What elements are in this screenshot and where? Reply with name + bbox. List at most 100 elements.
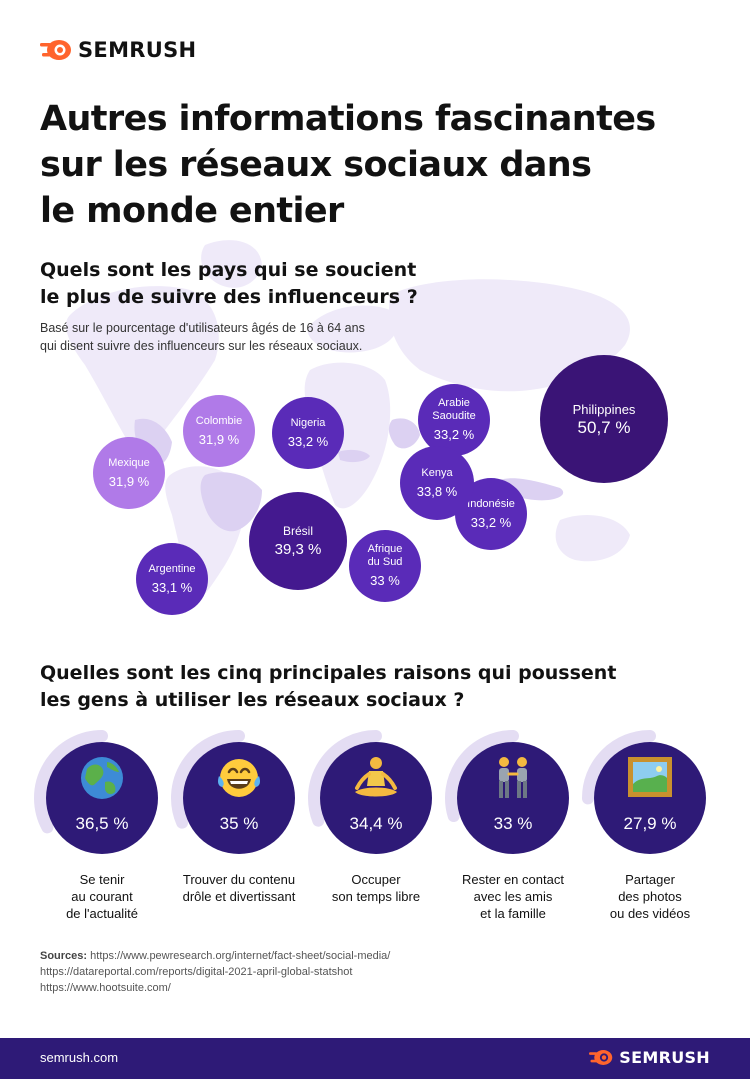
- reason-label: Rester en contact avec les amis et la fa…: [433, 871, 593, 922]
- reason-label: Occuper son temps libre: [296, 871, 456, 905]
- country-name-line: Philippines: [572, 401, 636, 417]
- reason-label-line: ou des vidéos: [609, 906, 691, 921]
- reason-value: 35 %: [219, 814, 259, 833]
- country-name-line: Indonésie: [467, 497, 515, 510]
- influencers-question: Quels sont les pays qui se soucient le p…: [40, 257, 460, 311]
- bubble-country: Kenya: [421, 467, 452, 480]
- reason-label: Partager des photos ou des vidéos: [570, 871, 730, 922]
- reasons-question: Quelles sont les cinq principales raison…: [40, 660, 680, 714]
- bubble-country: Mexique: [108, 457, 150, 470]
- semrush-flame-icon: [589, 1050, 613, 1065]
- sources-label: Sources:: [40, 950, 88, 962]
- framed-picture-icon: [628, 757, 672, 797]
- bubble-country: Colombie: [196, 415, 242, 428]
- bubble-philippines: Philippines 50,7 %: [540, 355, 668, 483]
- reason-value: 36,5 %: [75, 814, 129, 833]
- country-name-line: du Sud: [367, 556, 403, 568]
- influencers-subtitle: Basé sur le pourcentage d'utilisateurs â…: [40, 319, 440, 355]
- reason-value: 34,4 %: [349, 814, 403, 833]
- semrush-wordmark: SEMRUSH: [78, 38, 197, 62]
- reason-label-line: Trouver du contenu: [182, 872, 296, 887]
- reason-label-line: de l'actualité: [66, 906, 138, 921]
- question-line: Quels sont les pays qui se soucient: [40, 259, 417, 281]
- footer: semrush.com SEMRUSH: [0, 1038, 750, 1079]
- country-name-line: Nigeria: [290, 416, 326, 429]
- reason-label-line: drôle et divertissant: [182, 889, 296, 904]
- bubble-value: 50,7 %: [577, 417, 631, 437]
- reason-donut: [171, 730, 295, 854]
- page-title: Autres informations fascinantes sur les …: [40, 96, 720, 234]
- country-name-line: Brésil: [282, 523, 313, 538]
- world-map: [65, 240, 630, 601]
- bubble-country: Afrique du Sud: [368, 543, 403, 569]
- footer-semrush-logo: SEMRUSH: [589, 1048, 710, 1067]
- bubble-country: Indonésie: [467, 498, 515, 511]
- bubble-country: Philippines: [573, 403, 636, 416]
- bubble-argentine: Argentine 33,1 %: [136, 543, 208, 615]
- bubble-colombie: Colombie 31,9 %: [183, 395, 255, 467]
- source-link[interactable]: https://www.pewresearch.org/internet/fac…: [90, 950, 391, 962]
- two-people-holding-hands-icon: [499, 757, 527, 798]
- country-name-line: Argentine: [148, 562, 196, 575]
- title-line: Autres informations fascinantes: [40, 99, 656, 139]
- footer-site-link[interactable]: semrush.com: [40, 1050, 119, 1065]
- bubble-mexique: Mexique 31,9 %: [93, 437, 165, 509]
- bubble-arabie-saoudite: Arabie Saoudite 33,2 %: [418, 384, 490, 456]
- reason-label-line: au courant: [71, 889, 133, 904]
- reason-label-line: avec les amis: [473, 889, 553, 904]
- sources: Sources: https://www.pewresearch.org/int…: [40, 948, 390, 996]
- donut-track: [308, 730, 382, 827]
- earth-globe-icon: [81, 757, 123, 799]
- reason-label-line: Partager: [625, 872, 675, 887]
- semrush-logo: SEMRUSH: [40, 38, 196, 62]
- bubble-afrique-du-sud: Afrique du Sud 33 %: [349, 530, 421, 602]
- title-line: le monde entier: [40, 191, 344, 231]
- donut-track: [171, 730, 245, 829]
- donut-center: [320, 742, 432, 854]
- reason-donut: [445, 730, 569, 854]
- country-name-line: Colombie: [195, 414, 243, 427]
- reason-value: 33 %: [493, 814, 533, 833]
- donut-center: [594, 742, 706, 854]
- reason-label-line: son temps libre: [331, 889, 421, 904]
- reason-label-line: Occuper: [351, 872, 401, 887]
- reason-label-line: des photos: [618, 889, 682, 904]
- sources-line: Sources: https://www.pewresearch.org/int…: [40, 948, 390, 964]
- country-name-line: Saoudite: [432, 410, 476, 422]
- bubble-value: 39,3 %: [274, 540, 322, 558]
- country-name-line: Kenya: [421, 466, 453, 479]
- bubble-country: Brésil: [282, 523, 313, 538]
- semrush-wordmark: SEMRUSH: [619, 1048, 710, 1067]
- reason-donut: [581, 730, 706, 854]
- bubble-nigeria: Nigeria 33,2 %: [272, 397, 344, 469]
- bubble-value: 33,2 %: [433, 427, 475, 442]
- donut-center: [457, 742, 569, 854]
- bubble-value: 33,1 %: [151, 579, 193, 595]
- bubble-value: 33,2 %: [470, 514, 512, 530]
- semrush-flame-icon: [40, 40, 71, 60]
- reason-label-line: Se tenir: [79, 872, 125, 887]
- reason-label-line: Rester en contact: [462, 872, 564, 887]
- donut-track: [34, 730, 108, 834]
- question-line: le plus de suivre des influenceurs ?: [40, 286, 418, 308]
- meditating-person-icon: [355, 757, 397, 797]
- bubble-indonesie: Indonésie 33,2 %: [455, 478, 527, 550]
- title-line: sur les réseaux sociaux dans: [40, 145, 592, 185]
- bubble-value: 31,9 %: [108, 473, 150, 489]
- bubble-country: Nigeria: [291, 417, 326, 430]
- subtitle-line: Basé sur le pourcentage d'utilisateurs â…: [40, 321, 365, 335]
- bubble-country: Arabie Saoudite: [432, 397, 475, 423]
- bubble-country: Argentine: [148, 563, 195, 576]
- reason-label: Se tenir au courant de l'actualité: [22, 871, 182, 922]
- reason-value: 27,9 %: [623, 814, 677, 833]
- reason-label-line: et la famille: [480, 906, 546, 921]
- country-name-line: Afrique: [367, 543, 403, 555]
- donut-track: [445, 730, 519, 823]
- donut-center: [183, 742, 295, 854]
- source-link[interactable]: https://www.hootsuite.com/: [40, 982, 171, 994]
- question-line: Quelles sont les cinq principales raison…: [40, 662, 617, 684]
- source-link[interactable]: https://datareportal.com/reports/digital…: [40, 966, 353, 978]
- reasons-chart: 36,5 % Se tenir au courant de l'actualit…: [0, 728, 750, 928]
- country-name-line: Arabie: [438, 397, 470, 409]
- question-line: les gens à utiliser les réseaux sociaux …: [40, 689, 465, 711]
